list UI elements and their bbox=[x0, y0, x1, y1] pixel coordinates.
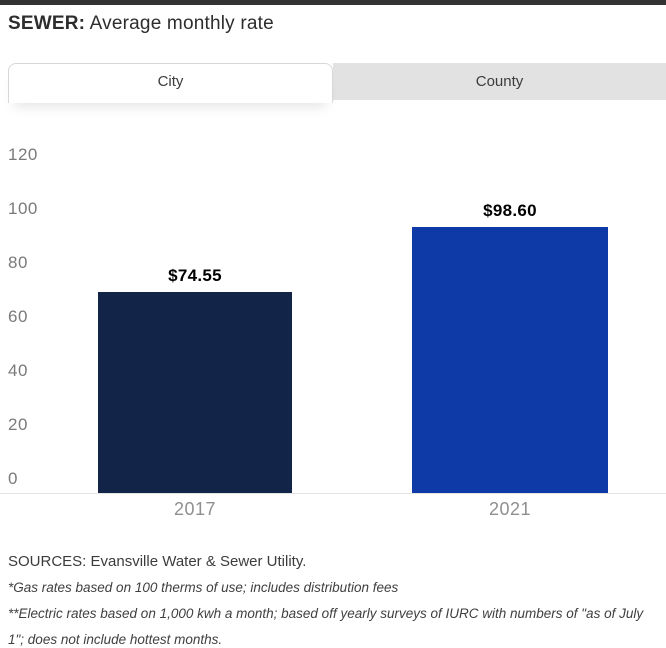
tab-county-label: County bbox=[475, 73, 524, 90]
bar-value-label: $74.55 bbox=[168, 265, 222, 285]
tab-city[interactable]: City bbox=[8, 63, 333, 103]
bar-2021[interactable] bbox=[412, 226, 608, 493]
y-tick-label: 20 bbox=[8, 415, 28, 434]
y-tick-label: 120 bbox=[8, 145, 38, 164]
sources-text: SOURCES: Evansville Water & Sewer Utilit… bbox=[8, 553, 307, 570]
y-tick-label: 0 bbox=[8, 469, 18, 488]
y-tick-label: 80 bbox=[8, 253, 28, 272]
bar-2017[interactable] bbox=[98, 291, 292, 493]
footnote-electric: **Electric rates based on 1,000 kwh a mo… bbox=[8, 606, 644, 647]
tab-county[interactable]: County bbox=[333, 63, 666, 100]
y-tick-label: 40 bbox=[8, 361, 28, 380]
x-axis-label: 2021 bbox=[488, 499, 532, 519]
page-title-prefix: SEWER: bbox=[8, 13, 86, 34]
tab-city-label: City bbox=[157, 73, 184, 90]
top-accent-bar bbox=[0, 0, 666, 5]
footnote-gas: *Gas rates based on 100 therms of use; i… bbox=[8, 580, 399, 595]
x-axis-label: 2017 bbox=[173, 499, 217, 519]
bar-chart: 0 20 40 60 80 100 120 $74.55 $98.60 bbox=[0, 125, 666, 494]
page-title: SEWER: Average monthly rate bbox=[8, 13, 274, 35]
bar-value-label: $98.60 bbox=[483, 200, 537, 220]
page-title-text: Average monthly rate bbox=[85, 13, 274, 34]
x-axis-labels: 2017 2021 bbox=[0, 498, 666, 522]
tab-bar: City County bbox=[0, 63, 666, 103]
y-tick-label: 100 bbox=[8, 199, 38, 218]
y-tick-label: 60 bbox=[8, 307, 28, 326]
